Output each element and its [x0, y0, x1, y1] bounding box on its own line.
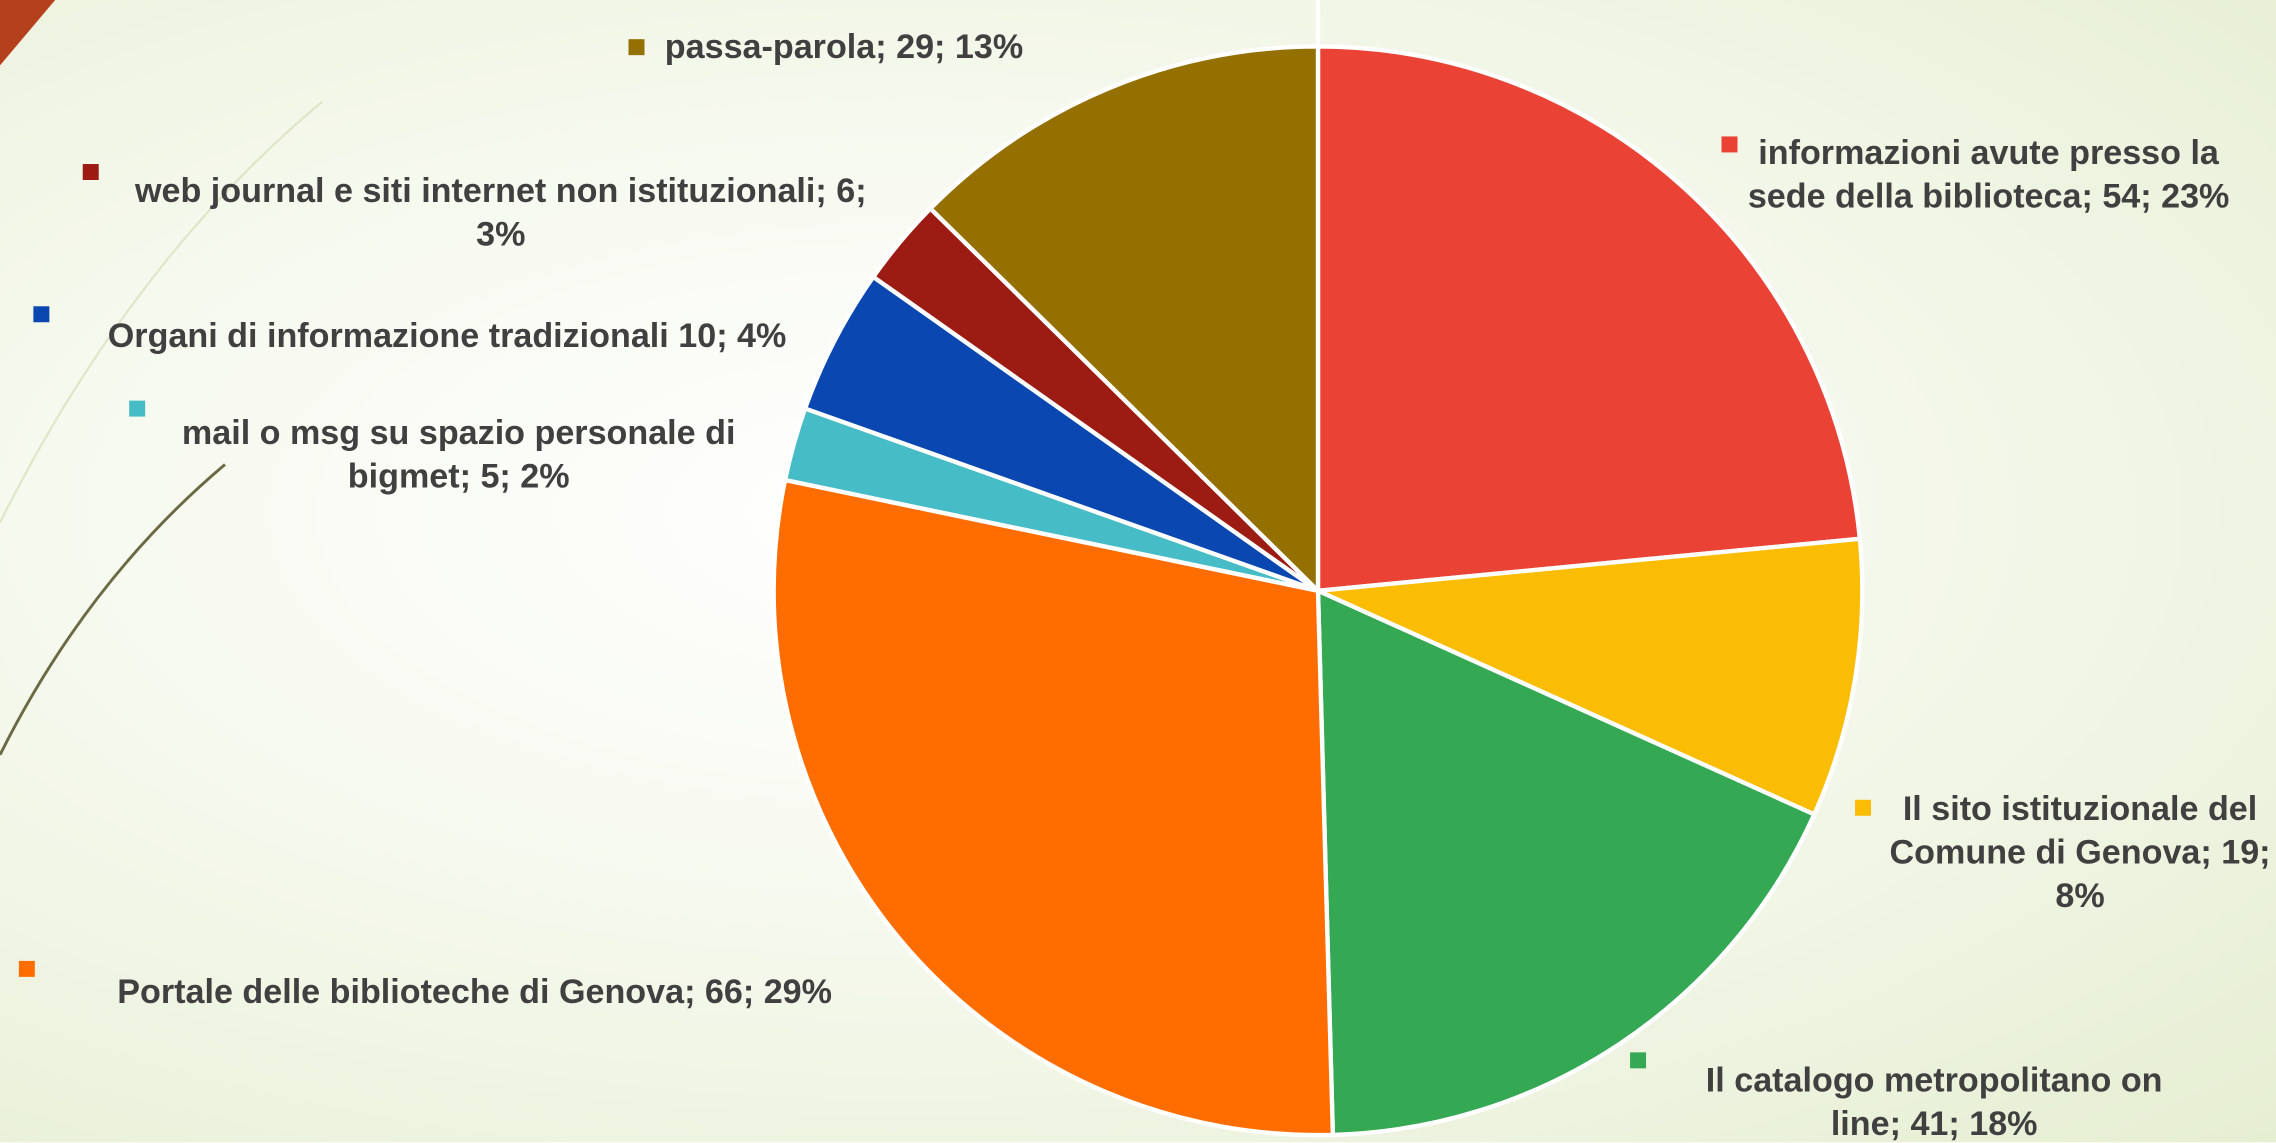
legend-marker	[129, 400, 146, 417]
category-label: Portale delle biblioteche di Genova;	[117, 972, 696, 1011]
pie-slice	[1315, 44, 1863, 593]
corner-decoration	[0, 0, 56, 66]
decorative-curve	[0, 100, 323, 524]
pie-slice	[1315, 588, 1817, 1138]
legend-marker	[1630, 1052, 1647, 1069]
value-label: 19; 8%	[2055, 833, 2271, 915]
slice-label: informazioni avute presso la sede della …	[1742, 131, 2236, 218]
slice-label: mail o msg su spazio personale di bigmet…	[154, 411, 764, 498]
value-label: 5; 2%	[480, 457, 570, 495]
legend-marker	[18, 960, 35, 977]
category-label: Il sito istituzionale del Comune di Geno…	[1889, 789, 2258, 871]
pie-slice	[1315, 536, 1865, 817]
legend-marker	[1721, 136, 1738, 153]
legend-marker	[82, 164, 99, 180]
slice-label: Il catalogo metropolitano on line; 41; 1…	[1669, 1058, 2199, 1142]
category-label: Organi di informazione tradizionali	[107, 316, 669, 355]
slice-label: Il sito istituzionale del Comune di Geno…	[1877, 787, 2276, 918]
value-label: 54; 23%	[2102, 177, 2230, 215]
legend-marker	[33, 306, 50, 323]
pie-slice	[928, 44, 1321, 593]
value-label: 66; 29%	[704, 972, 832, 1011]
category-label: informazioni avute presso la sede della …	[1747, 133, 2219, 215]
value-label: 29; 13%	[896, 27, 1024, 66]
category-label: web journal e siti internet non istituzi…	[134, 171, 827, 210]
slice-label: passa-parola; 29; 13%	[665, 25, 1144, 69]
slice-label: web journal e siti internet non istituzi…	[109, 168, 893, 255]
slice-label: Organi di informazione tradizionali 10; …	[62, 314, 831, 358]
pie-slice	[771, 477, 1336, 1138]
value-label: 41; 18%	[1910, 1104, 2038, 1143]
value-label: 10; 4%	[678, 316, 787, 355]
legend-marker	[628, 39, 645, 56]
category-label: passa-parola;	[664, 27, 887, 66]
slice-label: Portale delle biblioteche di Genova; 66;…	[54, 970, 896, 1014]
legend-marker	[1855, 799, 1872, 816]
category-label: mail o msg su spazio personale di bigmet…	[181, 413, 736, 495]
category-label: Il catalogo metropolitano on line;	[1705, 1061, 2163, 1143]
decorative-curve	[0, 463, 226, 756]
value-label: 6; 3%	[476, 171, 867, 253]
